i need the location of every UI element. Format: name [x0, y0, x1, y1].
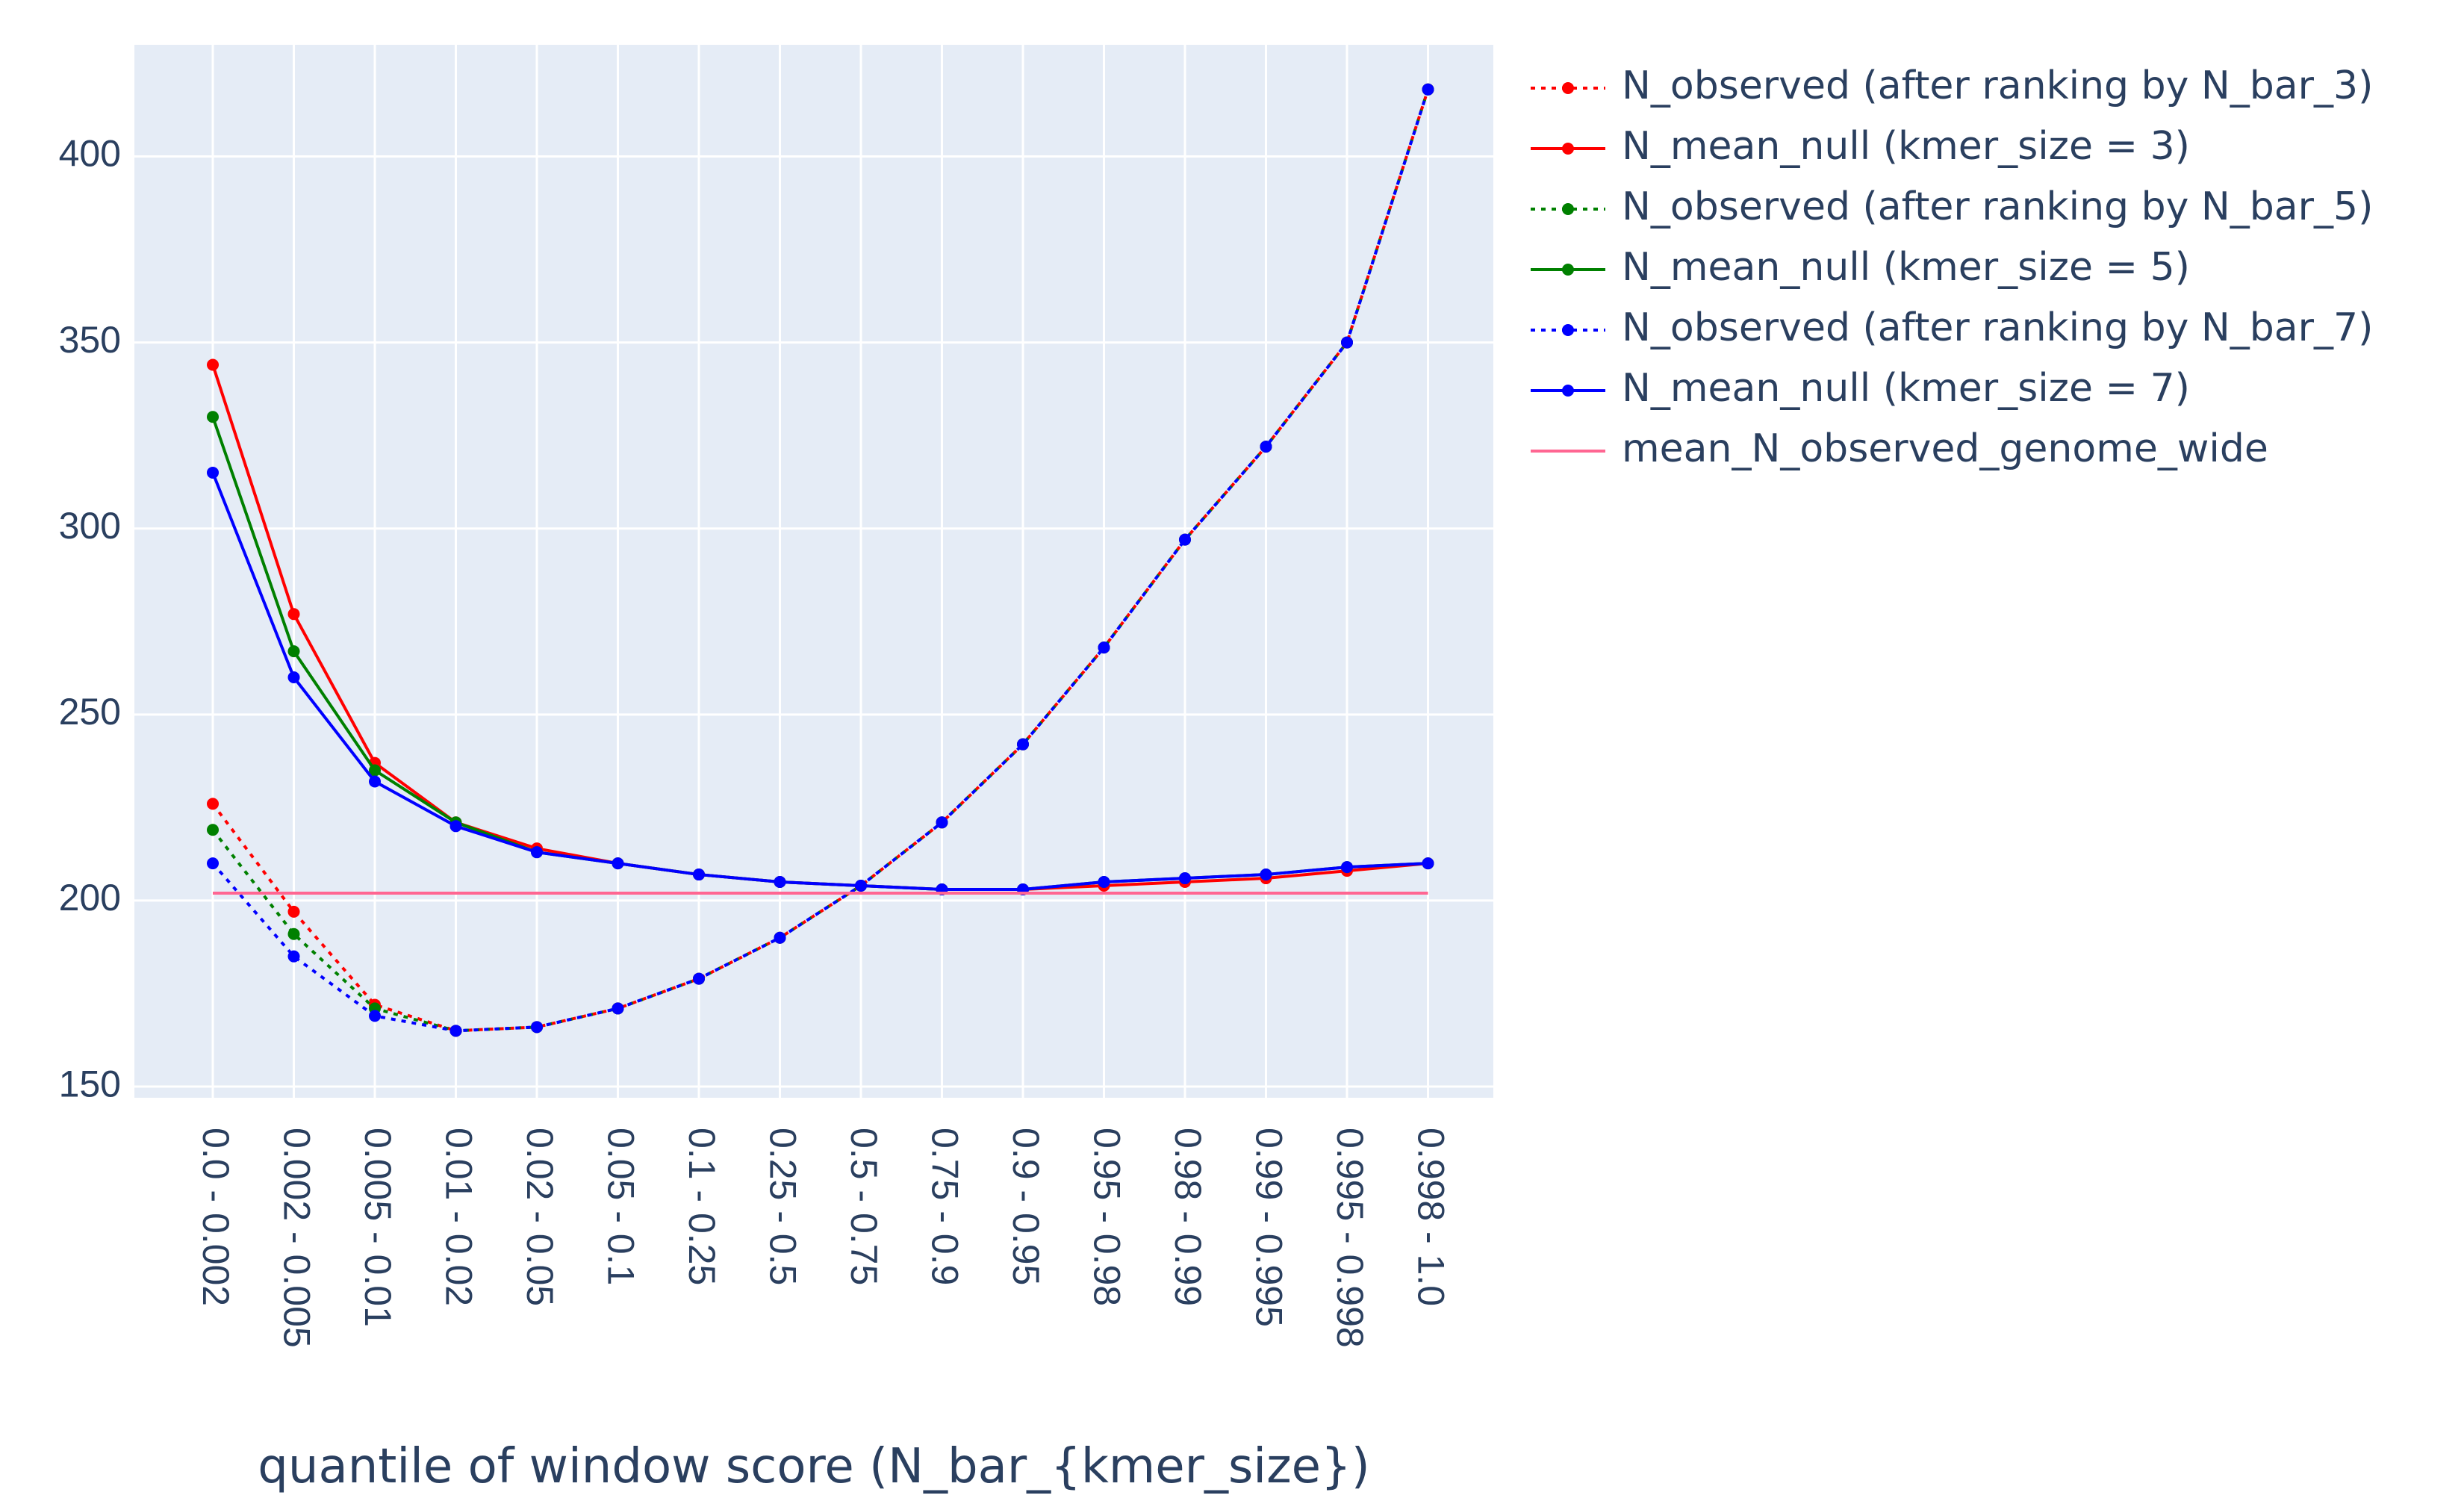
data-point: [936, 816, 948, 829]
data-point: [369, 764, 381, 777]
data-point: [855, 880, 867, 892]
x-tick-label: 0.9 - 0.95: [1005, 1128, 1047, 1285]
data-point: [287, 927, 300, 940]
legend-item[interactable]: N_observed (after ranking by N_bar_3): [1531, 63, 2373, 108]
y-axis-ticks: 150 200 250 300 350 400: [59, 133, 121, 1105]
data-point: [287, 608, 300, 621]
legend[interactable]: N_observed (after ranking by N_bar_3) N_m…: [1531, 63, 2373, 471]
data-point: [287, 950, 300, 963]
legend-label: N_mean_null (kmer_size = 3): [1622, 124, 2190, 169]
legend-item[interactable]: N_mean_null (kmer_size = 3): [1531, 124, 2190, 169]
data-point: [1341, 861, 1353, 874]
legend-marker: [1562, 82, 1574, 94]
legend-marker: [1562, 264, 1574, 276]
data-point: [207, 358, 219, 371]
data-point: [1422, 857, 1434, 870]
legend-item[interactable]: N_observed (after ranking by N_bar_7): [1531, 305, 2373, 350]
data-point: [693, 869, 705, 881]
data-point: [1341, 336, 1353, 349]
legend-marker: [1562, 143, 1574, 155]
x-tick-label: 0.05 - 0.1: [600, 1128, 641, 1285]
x-tick-label: 0.01 - 0.02: [438, 1128, 479, 1306]
x-axis-title: quantile of window score (N_bar_{kmer_si…: [258, 1439, 1369, 1494]
legend-item[interactable]: mean_N_observed_genome_wide: [1531, 426, 2268, 471]
data-point: [1260, 869, 1272, 881]
data-point: [1098, 876, 1110, 889]
y-tick-label: 350: [59, 319, 121, 361]
y-tick-label: 200: [59, 877, 121, 919]
data-point: [774, 931, 786, 944]
legend-label: N_observed (after ranking by N_bar_7): [1622, 305, 2373, 350]
series-layer: [207, 83, 1434, 1037]
x-tick-label: 0.5 - 0.75: [843, 1128, 885, 1285]
data-point: [612, 1002, 624, 1015]
legend-label: N_observed (after ranking by N_bar_5): [1622, 184, 2373, 229]
data-point: [207, 824, 219, 836]
x-tick-label: 0.995 - 0.998: [1329, 1128, 1371, 1348]
legend-marker: [1562, 385, 1574, 397]
x-tick-label: 0.99 - 0.995: [1248, 1128, 1289, 1327]
data-point: [207, 411, 219, 423]
y-tick-label: 300: [59, 505, 121, 547]
data-point: [1179, 872, 1191, 885]
data-point: [1260, 441, 1272, 453]
x-tick-label: 0.25 - 0.5: [762, 1128, 803, 1285]
data-point: [449, 820, 462, 833]
data-point: [369, 1010, 381, 1022]
x-tick-label: 0.02 - 0.05: [519, 1128, 561, 1306]
data-point: [531, 846, 543, 859]
legend-label: N_observed (after ranking by N_bar_3): [1622, 63, 2373, 108]
data-point: [1098, 641, 1110, 654]
series-line: [211, 89, 1430, 1033]
x-tick-label: 0.98 - 0.99: [1167, 1128, 1209, 1306]
legend-label: N_mean_null (kmer_size = 5): [1622, 245, 2190, 290]
data-point: [1017, 738, 1029, 751]
x-tick-label: 0.005 - 0.01: [357, 1128, 399, 1327]
x-tick-label: 0.0 - 0.002: [195, 1128, 237, 1306]
series-line: [211, 472, 1428, 891]
data-point: [287, 645, 300, 658]
data-point: [369, 775, 381, 788]
x-grid: [211, 45, 1429, 1098]
y-tick-label: 250: [59, 691, 121, 733]
data-point: [287, 671, 300, 683]
series-5: [207, 83, 1434, 1037]
legend-marker: [1562, 324, 1574, 336]
data-point: [612, 857, 624, 870]
data-point: [449, 1025, 462, 1037]
x-tick-label: 0.95 - 0.98: [1086, 1128, 1127, 1306]
data-point: [207, 798, 219, 810]
y-tick-label: 150: [59, 1063, 121, 1104]
legend-item[interactable]: N_mean_null (kmer_size = 5): [1531, 245, 2190, 290]
x-tick-label: 0.998 - 1.0: [1410, 1128, 1452, 1306]
legend-item[interactable]: N_mean_null (kmer_size = 7): [1531, 366, 2190, 411]
legend-marker: [1562, 203, 1574, 215]
data-point: [287, 905, 300, 918]
data-point: [1422, 83, 1434, 96]
legend-label: N_mean_null (kmer_size = 7): [1622, 366, 2190, 411]
series-line: [211, 89, 1430, 1033]
y-grid: [134, 155, 1493, 1088]
x-tick-label: 0.002 - 0.005: [276, 1128, 317, 1348]
data-point: [693, 972, 705, 985]
data-point: [1179, 533, 1191, 546]
y-tick-label: 400: [59, 133, 121, 175]
data-point: [207, 466, 219, 479]
legend-item[interactable]: N_observed (after ranking by N_bar_5): [1531, 184, 2373, 229]
x-tick-label: 0.75 - 0.9: [924, 1128, 965, 1285]
x-axis-ticks: 0.0 - 0.002 0.002 - 0.005 0.005 - 0.01 0.01…: [195, 1128, 1452, 1348]
x-tick-label: 0.1 - 0.25: [681, 1128, 723, 1285]
data-point: [531, 1021, 543, 1034]
data-point: [774, 876, 786, 889]
legend-label: mean_N_observed_genome_wide: [1622, 426, 2268, 471]
data-point: [207, 857, 219, 870]
plot-background: [134, 45, 1493, 1098]
series-line: [211, 89, 1430, 1033]
